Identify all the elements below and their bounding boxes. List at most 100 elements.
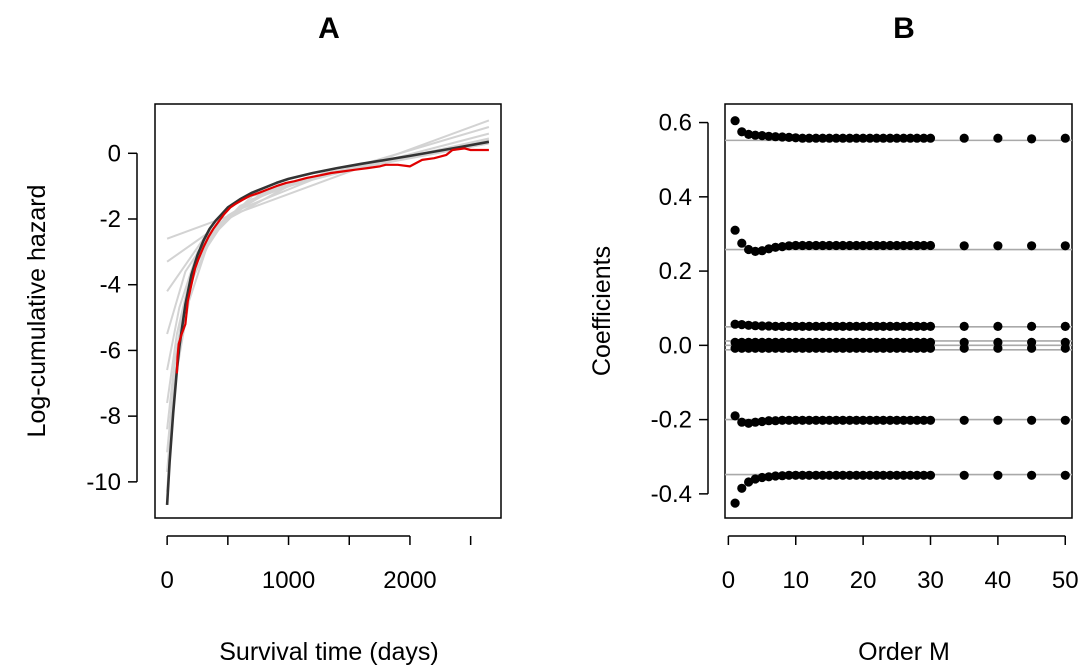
coefficient-point bbox=[838, 470, 848, 480]
coefficient-point bbox=[899, 321, 909, 331]
coefficient-point bbox=[824, 470, 835, 480]
coefficient-point bbox=[737, 343, 747, 353]
coefficient-point bbox=[878, 470, 888, 480]
coefficient-point bbox=[878, 343, 888, 353]
coefficient-point bbox=[851, 343, 862, 353]
coefficient-point bbox=[737, 483, 747, 493]
coefficient-point bbox=[770, 321, 781, 331]
coefficient-point bbox=[750, 417, 760, 427]
coefficient-point bbox=[804, 240, 814, 251]
coefficient-point bbox=[865, 343, 875, 353]
coefficient-point bbox=[804, 470, 814, 480]
coefficient-point bbox=[764, 472, 774, 482]
y-tick-label: 0.4 bbox=[659, 184, 692, 211]
coefficient-point bbox=[730, 116, 740, 126]
coefficient-point bbox=[905, 470, 915, 480]
coefficient-point bbox=[750, 321, 760, 331]
coefficient-point bbox=[899, 133, 909, 143]
coefficient-point bbox=[757, 343, 767, 353]
coefficient-point bbox=[777, 415, 787, 425]
coefficient-point bbox=[818, 415, 828, 425]
coefficient-point bbox=[885, 415, 895, 425]
y-tick-label: -2 bbox=[100, 206, 121, 233]
panel-b-points bbox=[730, 116, 1070, 508]
coefficient-point bbox=[730, 319, 740, 329]
coefficient-point bbox=[1060, 321, 1070, 331]
coefficient-point bbox=[811, 240, 821, 251]
coefficient-point bbox=[993, 321, 1003, 331]
coefficient-point bbox=[885, 321, 895, 331]
coefficient-point bbox=[872, 343, 882, 353]
coefficient-point bbox=[925, 343, 936, 353]
coefficient-point bbox=[838, 133, 848, 143]
coefficient-point bbox=[1027, 343, 1037, 353]
approximation-line-10 bbox=[166, 142, 490, 492]
coefficient-point bbox=[925, 321, 936, 331]
coefficient-point bbox=[824, 133, 835, 143]
coefficient-point bbox=[744, 343, 754, 353]
coefficient-point bbox=[804, 133, 814, 143]
coefficient-point bbox=[925, 470, 936, 480]
approximation-line-6 bbox=[166, 140, 490, 404]
panel-b-y-axis: 0.6 0.4 0.2 0.0 -0.2 -0.4 bbox=[651, 110, 709, 508]
coefficient-point bbox=[791, 415, 801, 425]
coefficient-point bbox=[993, 241, 1003, 251]
coefficient-point bbox=[905, 240, 915, 251]
x-tick-label: 0 bbox=[722, 567, 735, 594]
coefficient-point bbox=[1060, 241, 1070, 251]
coefficient-point bbox=[959, 133, 969, 143]
coefficient-point bbox=[885, 470, 895, 480]
coefficient-point bbox=[777, 242, 787, 252]
x-tick-label: 20 bbox=[850, 567, 877, 594]
coefficient-point bbox=[811, 133, 821, 143]
x-tick-label: 30 bbox=[917, 567, 944, 594]
coefficient-point bbox=[744, 320, 754, 330]
coefficient-point bbox=[824, 321, 835, 331]
coefficient-point bbox=[770, 132, 781, 142]
coefficient-point bbox=[831, 343, 841, 353]
coefficient-point bbox=[750, 130, 760, 140]
coefficient-point bbox=[865, 470, 875, 480]
coefficient-point bbox=[1027, 470, 1037, 480]
coefficient-point bbox=[865, 240, 875, 251]
coefficient-point bbox=[757, 472, 767, 483]
coefficient-point bbox=[845, 133, 855, 143]
empirical-line bbox=[175, 147, 489, 374]
coefficient-point bbox=[818, 470, 828, 480]
coefficient-point bbox=[757, 131, 767, 141]
coefficient-point bbox=[845, 321, 855, 331]
coefficient-point bbox=[851, 133, 862, 143]
coefficient-point bbox=[1060, 133, 1070, 143]
coefficient-point bbox=[764, 343, 774, 353]
coefficient-point bbox=[791, 343, 801, 353]
coefficient-point bbox=[885, 343, 895, 353]
coefficient-point bbox=[872, 321, 882, 331]
coefficient-point bbox=[878, 133, 888, 143]
coefficient-point bbox=[993, 470, 1003, 480]
coefficient-point bbox=[892, 415, 902, 425]
coefficient-point bbox=[885, 240, 895, 251]
coefficient-point bbox=[919, 470, 929, 480]
coefficient-point bbox=[811, 415, 821, 425]
x-tick-label: 1000 bbox=[262, 567, 315, 594]
coefficient-point bbox=[899, 470, 909, 480]
coefficient-point bbox=[993, 415, 1003, 425]
panel-a-approximation-lines bbox=[166, 119, 490, 492]
coefficient-point bbox=[804, 343, 814, 353]
coefficient-point bbox=[858, 321, 868, 331]
coefficient-point bbox=[797, 321, 808, 331]
coefficient-point bbox=[872, 240, 882, 251]
coefficient-point bbox=[784, 241, 794, 251]
coefficient-point bbox=[851, 321, 862, 331]
y-tick-label: -0.2 bbox=[651, 407, 692, 434]
coefficient-point bbox=[878, 415, 888, 425]
coefficient-point bbox=[791, 470, 801, 480]
coefficient-point bbox=[831, 133, 841, 143]
coefficient-point bbox=[1027, 134, 1037, 144]
coefficient-point bbox=[865, 133, 875, 143]
panel-b-x-axis: 0 10 20 30 40 50 bbox=[722, 535, 1079, 594]
panel-a-y-axis: 0 -2 -4 -6 -8 -10 bbox=[86, 140, 138, 496]
coefficient-point bbox=[959, 415, 969, 425]
coefficient-point bbox=[784, 321, 794, 331]
x-tick-label: 0 bbox=[160, 567, 173, 594]
